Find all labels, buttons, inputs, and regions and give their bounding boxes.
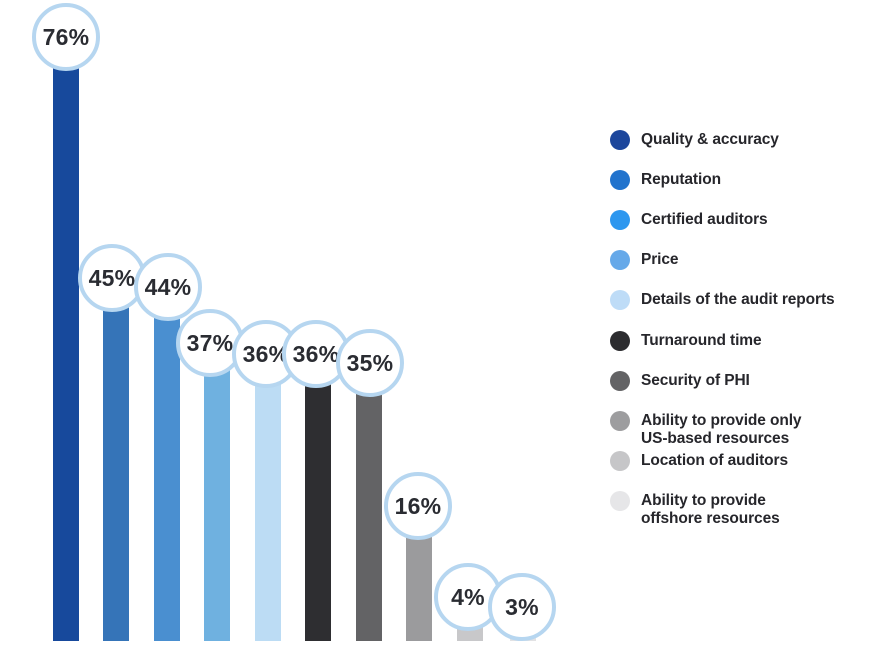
- legend-dot: [610, 250, 630, 271]
- bar: [154, 309, 180, 641]
- legend-label: Security of PHI: [641, 371, 750, 389]
- value-label-circle: 35%: [336, 329, 404, 397]
- value-label: 45%: [88, 264, 136, 291]
- value-label: 76%: [42, 23, 90, 50]
- legend-label: Ability to provide only US-based resourc…: [641, 411, 802, 447]
- legend-item: Details of the audit reports: [610, 290, 835, 311]
- value-label: 36%: [242, 340, 290, 367]
- legend-item: Reputation: [610, 170, 721, 191]
- bar: [103, 302, 129, 641]
- legend-dot: [610, 490, 630, 511]
- bar: [53, 68, 79, 641]
- value-label: 36%: [292, 340, 340, 367]
- value-label-circle: 16%: [384, 472, 452, 540]
- legend-item: Security of PHI: [610, 370, 750, 391]
- value-label-circle: 3%: [488, 573, 556, 641]
- legend-item: Quality & accuracy: [610, 130, 779, 150]
- bar: [204, 362, 230, 641]
- value-label: 4%: [451, 583, 485, 610]
- legend-item: Turnaround time: [610, 330, 762, 351]
- value-label: 44%: [144, 273, 192, 300]
- value-label-circle: 76%: [32, 3, 100, 71]
- legend-dot: [610, 330, 630, 351]
- legend-dot: [610, 410, 630, 431]
- legend-item: Ability to provide offshore resources: [610, 490, 780, 528]
- bar: [356, 377, 382, 641]
- legend-label: Price: [641, 251, 679, 269]
- legend-item: Location of auditors: [610, 450, 788, 471]
- bar: [255, 370, 281, 641]
- legend-item: Ability to provide only US-based resourc…: [610, 410, 802, 448]
- legend-dot: [610, 170, 630, 191]
- legend-dot: [610, 450, 630, 471]
- bar: [406, 520, 432, 641]
- value-label: 37%: [186, 329, 234, 356]
- legend-dot: [610, 210, 630, 231]
- legend-label: Certified auditors: [641, 211, 768, 229]
- legend-label: Details of the audit reports: [641, 291, 835, 309]
- legend-dot: [610, 290, 630, 311]
- legend-label: Ability to provide offshore resources: [641, 491, 780, 527]
- legend-label: Turnaround time: [641, 331, 762, 349]
- legend-item: Price: [610, 250, 679, 271]
- legend-label: Quality & accuracy: [641, 131, 779, 148]
- legend-dot: [610, 130, 630, 150]
- value-label-circle: 44%: [134, 253, 202, 321]
- value-label: 16%: [394, 492, 442, 519]
- legend-label: Reputation: [641, 171, 721, 189]
- value-label: 35%: [346, 349, 394, 376]
- bar: [305, 370, 331, 641]
- legend-dot: [610, 370, 630, 391]
- value-label: 3%: [505, 593, 539, 620]
- legend-item: Certified auditors: [610, 210, 768, 231]
- legend-label: Location of auditors: [641, 451, 788, 469]
